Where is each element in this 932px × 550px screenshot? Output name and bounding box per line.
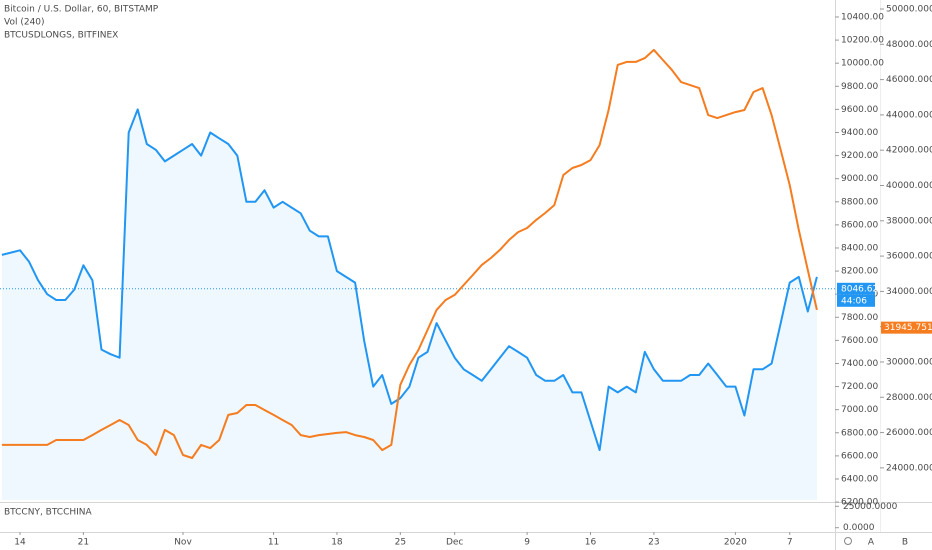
button-label[interactable]: B bbox=[902, 538, 908, 548]
y-tick-label: 9200.00 bbox=[841, 151, 878, 161]
x-tick-label: 7 bbox=[787, 538, 793, 548]
y-tick-label: 8400.00 bbox=[841, 243, 878, 253]
x-tick-label: 21 bbox=[78, 538, 89, 548]
y-tick-label: 8800.00 bbox=[841, 197, 878, 207]
x-tick-label: 23 bbox=[648, 538, 659, 548]
y2-tick-label: 48000.0000 bbox=[886, 40, 932, 50]
price-tag bbox=[837, 282, 875, 295]
pane-title: BTCCNY, BTCCHINA bbox=[4, 508, 93, 518]
price-tag-label: 31945.7519 bbox=[884, 323, 932, 333]
button[interactable] bbox=[860, 534, 882, 548]
legend-entry: Vol (240) bbox=[4, 18, 45, 28]
countdown-tag bbox=[837, 294, 875, 307]
y-tick-label: 7800.00 bbox=[841, 313, 878, 323]
pane-tick-label: 0.0000 bbox=[843, 523, 875, 533]
x-tick-label: 2020 bbox=[724, 538, 747, 548]
y2-tick-label: 36000.0000 bbox=[886, 252, 932, 262]
y2-tick-label: 24000.0000 bbox=[886, 463, 932, 473]
x-tick-label: Nov bbox=[174, 538, 192, 548]
y-tick-label: 7000.00 bbox=[841, 405, 878, 415]
legend-entry: BTCUSDLONGS, BITFINEX bbox=[4, 31, 118, 41]
y-tick-label: 9000.00 bbox=[841, 174, 878, 184]
y2-tick-label: 30000.0000 bbox=[886, 357, 932, 367]
y-tick-label: 9400.00 bbox=[841, 128, 878, 138]
y-tick-label: 10400.00 bbox=[841, 12, 884, 22]
pane-tick-label: 25000.0000 bbox=[843, 502, 898, 512]
y-tick-label: 7400.00 bbox=[841, 359, 878, 369]
y-tick-label: 6800.00 bbox=[841, 428, 878, 438]
price-area bbox=[1, 109, 817, 501]
y-tick-label: 8600.00 bbox=[841, 220, 878, 230]
x-tick-label: 11 bbox=[268, 538, 279, 548]
settings-icon[interactable] bbox=[844, 537, 852, 545]
countdown-label: 44:06 bbox=[841, 296, 867, 306]
y-tick-label: 10000.00 bbox=[841, 59, 884, 69]
y2-tick-label: 46000.0000 bbox=[886, 75, 932, 85]
plot bbox=[0, 48, 835, 501]
legend-entry: Bitcoin / U.S. Dollar, 60, BITSTAMP bbox=[4, 5, 159, 15]
y-tick-label: 6400.00 bbox=[841, 474, 878, 484]
x-tick-label: Dec bbox=[446, 538, 463, 548]
y2-tick-label: 28000.0000 bbox=[886, 393, 932, 403]
y-tick-label: 7600.00 bbox=[841, 336, 878, 346]
x-tick-label: 9 bbox=[524, 538, 530, 548]
y2-tick-label: 40000.0000 bbox=[886, 181, 932, 191]
settings-icon[interactable] bbox=[844, 537, 852, 545]
y2-tick-label: 42000.0000 bbox=[886, 146, 932, 156]
x-tick-label: 25 bbox=[395, 538, 406, 548]
y2-tick-label: 34000.0000 bbox=[886, 287, 932, 297]
y-tick-label: 7200.00 bbox=[841, 382, 878, 392]
x-tick-label: 18 bbox=[331, 538, 343, 548]
y-tick-label: 9800.00 bbox=[841, 82, 878, 92]
y-tick-label: 6200.00 bbox=[841, 498, 878, 508]
x-tick-label: 16 bbox=[585, 538, 597, 548]
x-tick-label: 14 bbox=[14, 538, 26, 548]
series-line bbox=[1, 48, 818, 459]
button-label[interactable]: A bbox=[868, 538, 875, 548]
series-line bbox=[1, 108, 818, 452]
price-tag-label: 8046.62 bbox=[841, 284, 878, 294]
y2-tick-label: 50000.0000 bbox=[886, 5, 932, 15]
y-tick-label: 10200.00 bbox=[841, 36, 884, 46]
y-tick-label: 9600.00 bbox=[841, 105, 878, 115]
y2-tick-label: 44000.0000 bbox=[886, 110, 932, 120]
y-tick-label: 8200.00 bbox=[841, 267, 878, 277]
y2-tick-label: 26000.0000 bbox=[886, 428, 932, 438]
y-tick-label: 6600.00 bbox=[841, 451, 878, 461]
y2-tick-label: 38000.0000 bbox=[886, 216, 932, 226]
price-tag bbox=[881, 321, 932, 334]
